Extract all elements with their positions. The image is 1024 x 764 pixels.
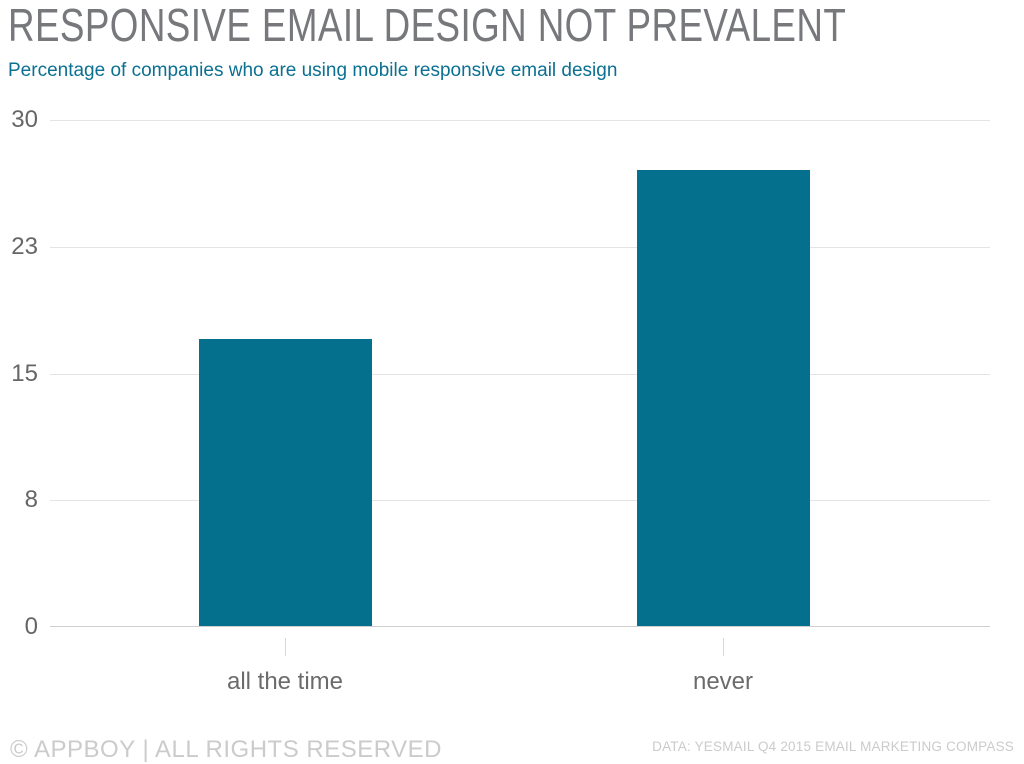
bar-all-the-time — [199, 339, 372, 626]
y-axis-label-23: 23 — [11, 233, 38, 260]
gridline-23 — [50, 247, 990, 248]
chart-subtitle: Percentage of companies who are using mo… — [8, 60, 618, 81]
x-tick-never — [723, 638, 724, 656]
y-axis-label-8: 8 — [24, 486, 38, 513]
gridline-30 — [50, 120, 990, 121]
y-axis-label-15: 15 — [11, 360, 38, 387]
plot-area: all the time never — [50, 120, 990, 695]
chart-title: RESPONSIVE EMAIL DESIGN NOT PREVALENT — [8, 0, 847, 51]
data-source-text: DATA: YESMAIL Q4 2015 EMAIL MARKETING CO… — [652, 739, 1014, 754]
category-label-all-the-time: all the time — [226, 668, 344, 695]
y-axis-label-30: 30 — [11, 106, 38, 133]
x-tick-all-the-time — [285, 638, 286, 656]
copyright-text: © APPBOY | ALL RIGHTS RESERVED — [10, 736, 442, 763]
gridline-0 — [50, 626, 990, 627]
gridline-15 — [50, 374, 990, 375]
gridline-8 — [50, 500, 990, 501]
category-label-never: never — [692, 668, 754, 695]
bar-never — [637, 170, 810, 626]
y-axis: 0 8 15 23 30 — [0, 0, 40, 760]
y-axis-label-0: 0 — [24, 613, 38, 640]
